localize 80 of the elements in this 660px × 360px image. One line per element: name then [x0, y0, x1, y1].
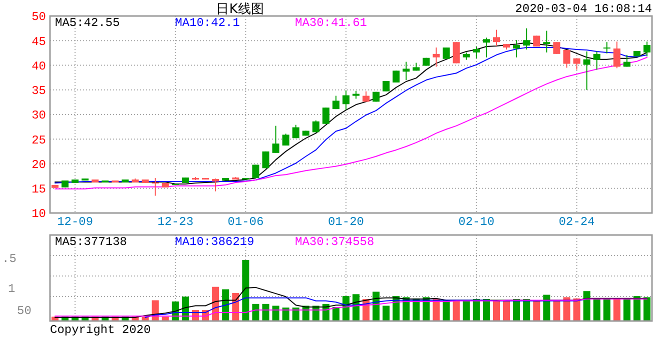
bar: [513, 299, 520, 321]
annotation: 2020-03-04 16:08:14: [515, 2, 652, 16]
bar: [533, 300, 540, 321]
candlestick: [593, 50, 600, 70]
candlestick: [342, 90, 350, 111]
bar: [623, 299, 630, 321]
x-tick-label: 01-20: [328, 215, 364, 229]
text: MA30:41.61: [295, 16, 368, 30]
candlestick: [563, 49, 570, 68]
bar: [583, 291, 590, 321]
candlestick: [492, 29, 500, 47]
bar: [553, 300, 560, 321]
bar: [573, 298, 580, 321]
y-tick-label: 25: [32, 133, 46, 148]
bar: [462, 300, 470, 321]
bar: [452, 300, 460, 321]
x-tick-label: 02-10: [458, 215, 494, 229]
y-tick-label: 30: [32, 108, 46, 123]
bar: [472, 299, 480, 321]
bar: [633, 296, 640, 321]
bar: [523, 299, 530, 321]
bar: [503, 300, 510, 321]
y-tick-label: 40: [32, 59, 46, 74]
text: MA5:42.55: [55, 16, 120, 30]
candlestick: [392, 70, 400, 83]
x-tick-label: 12-23: [157, 215, 194, 229]
candlestick: [472, 46, 480, 59]
candlestick: [452, 42, 460, 64]
x-tick-label: 02-24: [558, 215, 595, 229]
text: MA10:42.1: [175, 16, 240, 30]
bar: [563, 297, 570, 321]
candlestick: [442, 47, 450, 60]
candlestick: [432, 47, 440, 68]
candlestick: [272, 125, 280, 154]
bar: [242, 260, 250, 321]
candlestick: [322, 107, 330, 124]
text: Copyright 2020: [50, 323, 151, 337]
x-tick-label: 12-09: [57, 215, 94, 229]
text: 50: [17, 304, 32, 318]
text: .5: [2, 252, 16, 266]
y-tick-label: 15: [32, 182, 46, 197]
bar: [613, 299, 620, 321]
candlestick: [613, 41, 620, 69]
candlestick: [212, 178, 220, 192]
y-tick-label: 50: [32, 10, 46, 24]
candlestick: [382, 80, 390, 92]
candlestick: [603, 42, 610, 54]
candlestick: [513, 40, 520, 58]
bar: [643, 297, 650, 321]
candlestick: [292, 124, 300, 139]
bar: [262, 304, 270, 321]
text: MA10:386219: [175, 235, 254, 249]
bar: [492, 300, 500, 321]
bar: [162, 316, 169, 321]
text: MA30:374558: [295, 235, 374, 249]
text: 1: [8, 282, 16, 296]
bar: [543, 294, 550, 321]
chart-title: 日K线图: [216, 2, 264, 17]
x-tick-label: 01-06: [228, 215, 264, 229]
candlestick: [583, 50, 590, 90]
bar: [603, 299, 610, 321]
y-tick-label: 10: [32, 207, 46, 222]
candlestick: [482, 37, 490, 58]
candlestick: [152, 178, 159, 196]
y-tick-label: 35: [32, 84, 46, 98]
text: MA5:377138: [55, 235, 128, 249]
candlestick: [332, 95, 340, 110]
bar: [382, 306, 390, 321]
bar: [272, 306, 280, 321]
candlestick: [402, 61, 410, 81]
candlestick: [543, 30, 550, 53]
bar: [252, 304, 260, 321]
candlestick: [523, 28, 530, 50]
y-tick-label: 45: [32, 34, 46, 49]
candlestick: [643, 41, 650, 57]
y-tick-label: 20: [32, 158, 46, 172]
candlestick: [252, 164, 260, 179]
candlestick: [553, 42, 560, 54]
bar: [482, 299, 490, 321]
bar: [593, 299, 600, 321]
